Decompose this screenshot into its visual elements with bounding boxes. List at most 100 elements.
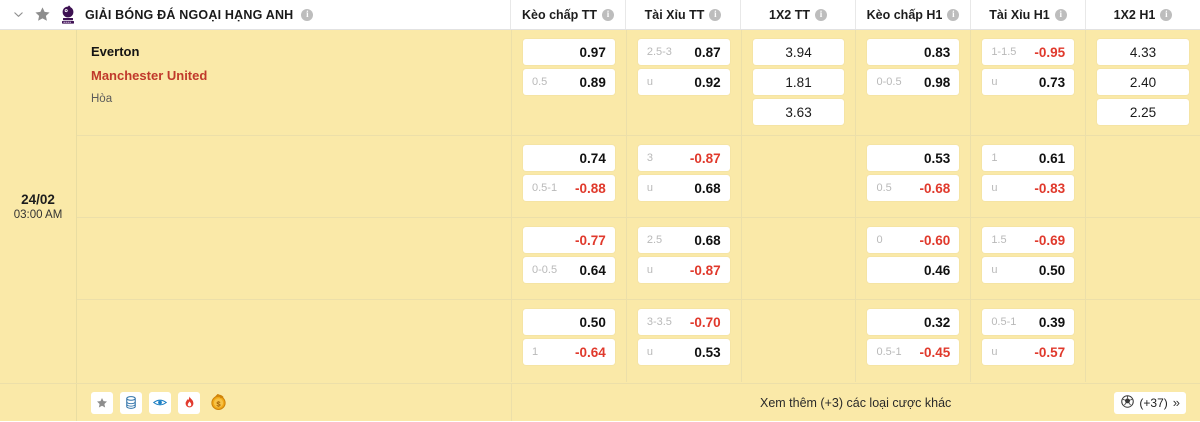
odds-cell[interactable]: 0.50 [523,309,615,335]
market-handicap-h1: 0 -0.60 0.46 [856,218,972,299]
odds-cell[interactable]: 1.81 [752,69,845,95]
column-header-1x2-ft[interactable]: 1X2 TT i [741,0,856,29]
league-header: GIẢI BÓNG ĐÁ NGOẠI HẠNG ANH i Kèo chấp T… [0,0,1200,30]
odds-cell[interactable]: u -0.57 [982,339,1075,365]
info-icon[interactable]: i [815,8,827,21]
odds-cell[interactable]: 0-0.5 0.64 [523,257,615,283]
odds-value: -0.45 [919,344,951,360]
market-overunder-h1: 1.5 -0.69 u 0.50 [971,218,1087,299]
odds-rows: Everton Manchester United Hòa 0.97 0.5 0.89 … [76,30,1200,383]
odds-cell[interactable]: 0-0.5 0.98 [867,69,960,95]
odds-value: -0.60 [919,232,951,248]
odds-value: 0.68 [694,232,721,248]
handicap-label: 1.5 [991,234,1007,246]
market-1x2-h1 [1086,300,1200,382]
handicap-label: 2.5-3 [646,46,672,58]
column-header-handicap-ft[interactable]: Kèo chấp TT i [511,0,626,29]
market-cells: 0.74 0.5-1 -0.88 3 -0.87 u 0.68 0.53 0.5 -0.68 1 0… [512,136,1200,217]
market-handicap-h1: 0.32 0.5-1 -0.45 [856,300,972,382]
odds-cell[interactable]: 0.53 [867,145,960,171]
odds-cell[interactable]: u 0.92 [637,69,730,95]
odds-value: 0.53 [924,150,951,166]
odds-cell[interactable]: 4.33 [1097,39,1189,65]
odds-cell[interactable]: 2.25 [1097,99,1189,125]
hot-flame-icon[interactable] [178,391,200,414]
odds-cell[interactable]: 0.5 -0.68 [867,175,960,201]
home-team-name: Everton [91,44,140,59]
odds-cell[interactable]: u -0.83 [982,175,1075,201]
odds-row: -0.77 0-0.5 0.64 2.5 0.68 u -0.87 0 -0.60 0.46 1.… [77,218,1200,300]
odds-value: 3.63 [785,104,812,120]
odds-value: 0.53 [694,344,721,360]
info-icon[interactable]: i [709,8,722,21]
match-datetime: 24/02 03:00 AM [0,30,76,383]
odds-cell[interactable]: u 0.73 [982,69,1075,95]
info-icon[interactable]: i [1054,8,1067,21]
odds-cell[interactable]: 0.5-1 0.39 [982,309,1075,335]
market-handicap-ft: -0.77 0-0.5 0.64 [512,218,627,299]
odds-cell[interactable]: 3.94 [752,39,845,65]
info-icon[interactable]: i [602,8,614,21]
statistics-icon[interactable] [120,391,142,414]
svg-text:$: $ [216,399,221,408]
odds-cell[interactable]: u 0.68 [637,175,730,201]
odds-value: 0.87 [694,44,721,60]
column-header-label: Kèo chấp H1 [866,7,943,22]
odds-value: 2.40 [1129,74,1157,90]
odds-cell[interactable]: u 0.50 [982,257,1075,283]
info-icon[interactable]: i [301,8,314,21]
odds-cell[interactable]: 3.63 [752,99,845,125]
odds-value: -0.83 [1034,180,1066,196]
handicap-label: 0-0.5 [876,76,902,88]
market-handicap-h1: 0.83 0-0.5 0.98 [856,30,972,135]
odds-cell[interactable]: 0.32 [867,309,960,335]
odds-cell[interactable]: 0.97 [523,39,615,65]
odds-cell[interactable]: 0.5 0.89 [523,69,615,95]
odds-cell[interactable]: 0.74 [523,145,615,171]
star-icon[interactable] [34,6,51,23]
odds-cell[interactable]: u 0.53 [637,339,730,365]
handicap-label: 3-3.5 [646,316,672,328]
market-overunder-h1: 0.5-1 0.39 u -0.57 [971,300,1087,382]
odds-cell[interactable]: 0.46 [867,257,960,283]
more-markets-button[interactable]: (+37) » [1114,391,1186,414]
market-1x2-ft [742,218,857,299]
column-header-overunder-ft[interactable]: Tài Xỉu TT i [626,0,741,29]
teams-cell[interactable]: Everton Manchester United Hòa [77,30,512,135]
cashout-coin-icon[interactable]: $ [207,392,229,414]
column-header-1x2-h1[interactable]: 1X2 H1 i [1086,0,1200,29]
odds-cell[interactable]: 0 -0.60 [867,227,960,253]
column-header-overunder-h1[interactable]: Tài Xỉu H1 i [971,0,1086,29]
market-overunder-ft: 3 -0.87 u 0.68 [627,136,742,217]
info-icon[interactable]: i [1160,8,1173,21]
handicap-label: 0-0.5 [532,264,558,276]
market-overunder-ft: 3-3.5 -0.70 u 0.53 [627,300,742,382]
odds-cell[interactable]: 3-3.5 -0.70 [637,309,730,335]
column-header-label: 1X2 H1 [1113,7,1156,22]
live-stream-eye-icon[interactable] [149,391,171,414]
odds-value: 0.92 [694,74,721,90]
odds-cell[interactable]: -0.77 [523,227,615,253]
odds-cell[interactable]: 0.83 [867,39,960,65]
odds-cell[interactable]: 3 -0.87 [637,145,730,171]
footer-action-icons: $ [76,384,512,421]
odds-cell[interactable]: 1 -0.64 [523,339,615,365]
odds-cell[interactable]: 0.5-1 -0.88 [523,175,615,201]
star-icon[interactable] [91,391,113,414]
more-markets-text[interactable]: Xem thêm (+3) các loại cược khác [760,395,952,410]
column-header-handicap-h1[interactable]: Kèo chấp H1 i [856,0,971,29]
odds-cell[interactable]: 1-1.5 -0.95 [982,39,1075,65]
odds-cell[interactable]: 2.5 0.68 [637,227,730,253]
odds-cell[interactable]: 2.5-3 0.87 [637,39,730,65]
odds-cell[interactable]: 0.5-1 -0.45 [867,339,960,365]
odds-cell[interactable]: 1.5 -0.69 [982,227,1075,253]
column-header-label: 1X2 TT [769,7,810,22]
odds-value: 2.25 [1129,104,1157,120]
handicap-label: 0.5-1 [876,346,902,358]
chevron-down-icon[interactable] [10,7,26,23]
odds-cell[interactable]: 2.40 [1097,69,1189,95]
odds-cell[interactable]: u -0.87 [637,257,730,283]
info-icon[interactable]: i [947,8,960,21]
odds-cell[interactable]: 1 0.61 [982,145,1075,171]
handicap-label: u [646,346,653,358]
